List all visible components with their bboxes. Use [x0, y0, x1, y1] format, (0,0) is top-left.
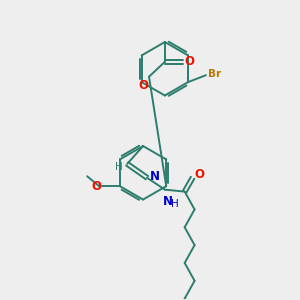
- Text: O: O: [195, 168, 205, 181]
- Text: O: O: [138, 79, 148, 92]
- Text: N: N: [150, 170, 160, 183]
- Text: Br: Br: [208, 69, 221, 79]
- Text: O: O: [91, 180, 101, 193]
- Text: N: N: [163, 195, 173, 208]
- Text: O: O: [185, 55, 195, 68]
- Text: H: H: [116, 162, 123, 172]
- Text: H: H: [171, 199, 178, 208]
